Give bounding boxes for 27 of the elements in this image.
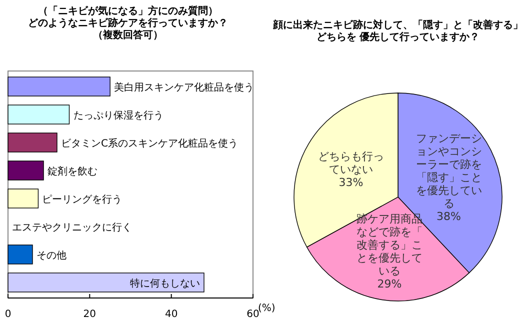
chart-title: （「ニキビが気になる」方にのみ質問）どのようなニキビ跡ケアを行っていますか？ — [28, 5, 228, 29]
y-tick-label: ピーリングを行う — [42, 194, 122, 206]
x-axis-title: (%) — [258, 303, 276, 314]
x-tick-label: 20 — [83, 309, 96, 320]
x-tick-label: 40 — [164, 309, 178, 320]
y-tick-label: 錠剤を飲む — [48, 166, 98, 178]
data-label: 29% — [377, 277, 402, 290]
bar — [8, 132, 58, 152]
slice-label: ファンデーションやコンシーラーで跡を「隠す」ことを優先している — [416, 132, 482, 210]
y-tick-label: 特に何もしない — [130, 277, 200, 290]
y-tick-label: ビタミンC系のスキンケア化粧品を使う — [61, 138, 238, 150]
x-tick-label: 60 — [246, 309, 260, 320]
y-tick-label: エステやクリニックに行く — [12, 222, 132, 234]
bar — [8, 160, 44, 180]
y-tick-label: たっぷり保湿を行う — [73, 110, 164, 122]
bar — [8, 76, 110, 96]
slice-label: どちらも行っていない — [318, 150, 384, 176]
data-label: 38% — [436, 210, 461, 223]
data-label: 33% — [338, 176, 364, 190]
bar — [8, 188, 39, 208]
x-tick-label: 0 — [4, 309, 12, 320]
chart-title: 顔に出来たニキビ跡に対して、「隠す」と「改善する」どちらを 優先して行っていますか？ — [272, 19, 523, 43]
bar — [8, 104, 70, 124]
y-tick-label: その他 — [36, 249, 66, 262]
bar — [8, 244, 33, 264]
y-tick-label: 美白用スキンケア化粧品を使う — [114, 82, 254, 94]
chart-subtitle: （複数回答可） — [93, 29, 163, 41]
